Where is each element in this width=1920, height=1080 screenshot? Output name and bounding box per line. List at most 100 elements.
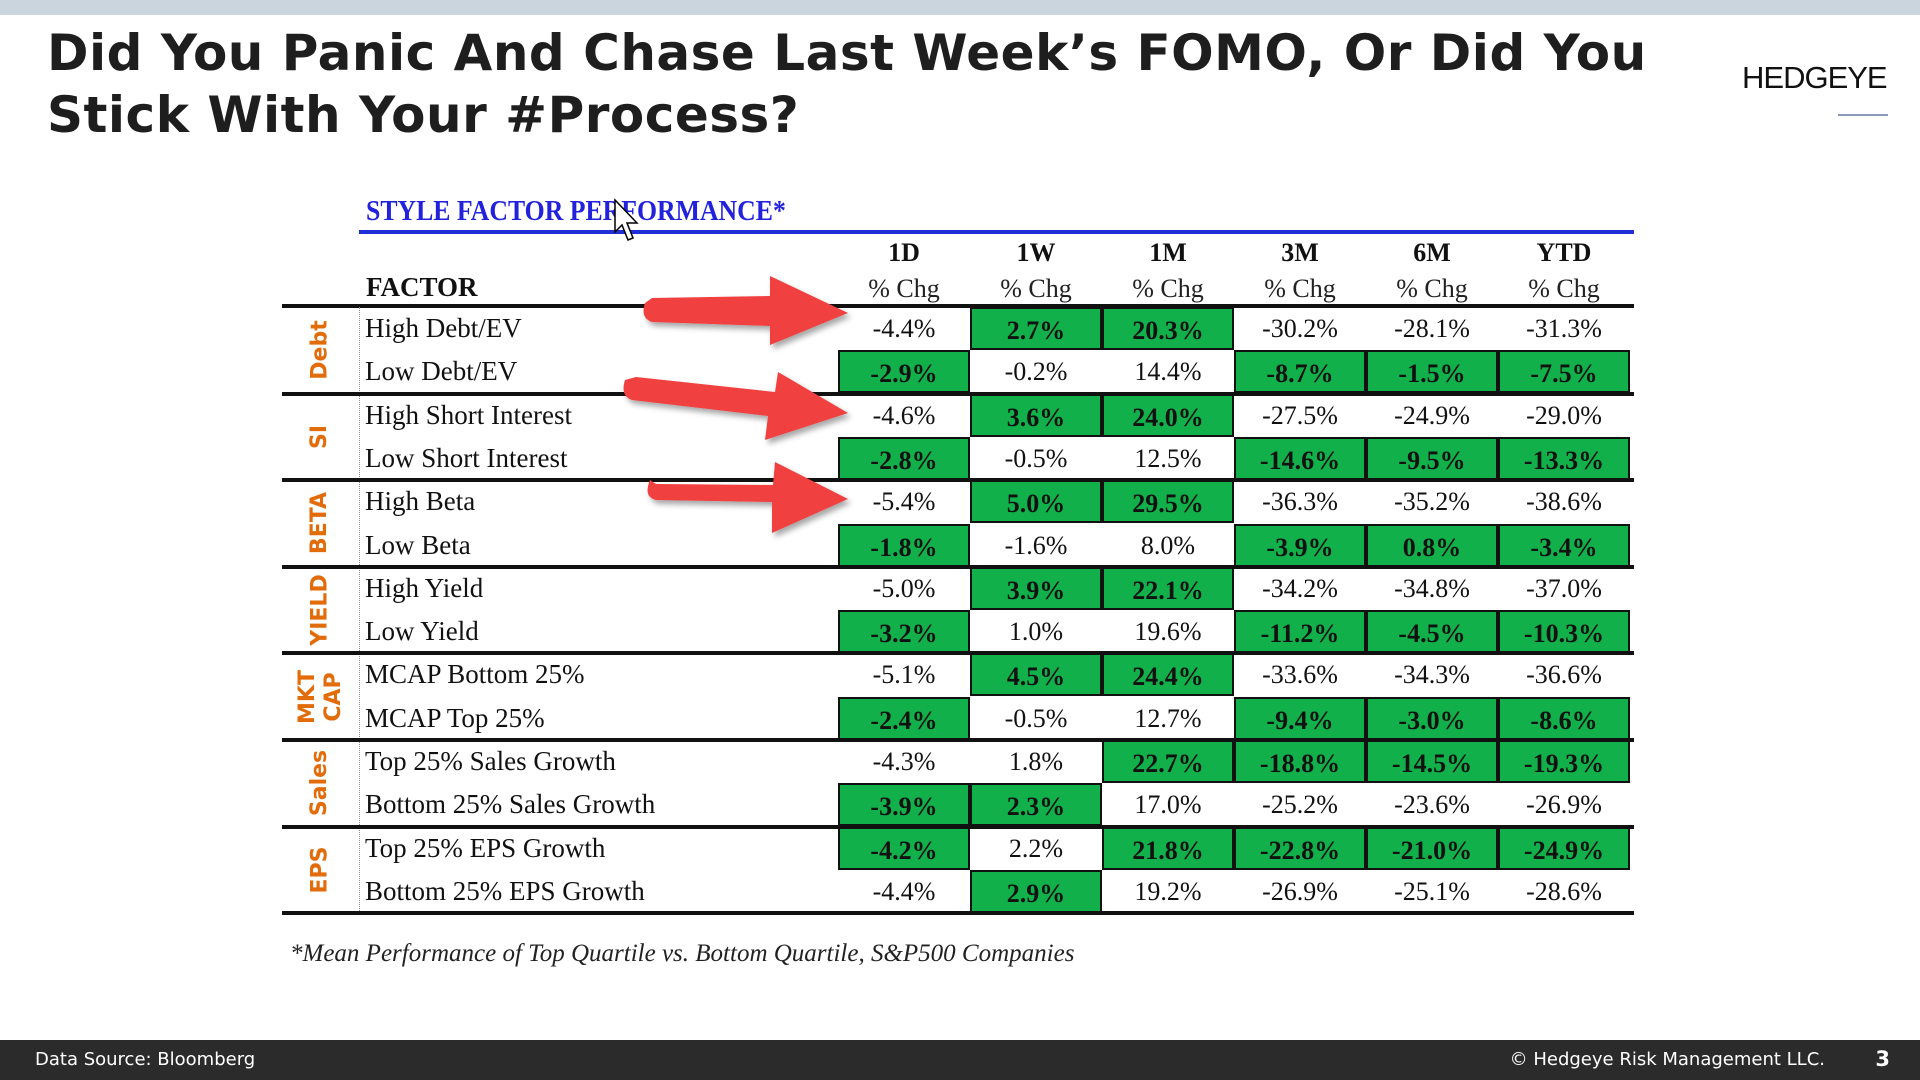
column-header-6m: 6M (1413, 238, 1451, 267)
value-cell: -8.7% (1234, 350, 1366, 394)
header-rule (282, 304, 1634, 308)
value-cell: -27.5% (1262, 400, 1338, 430)
group-label-text: EPS (307, 846, 333, 894)
value-cell: -37.0% (1526, 573, 1602, 603)
footer-bar: Data Source: Bloomberg © Hedgeye Risk Ma… (0, 1040, 1920, 1080)
value-cell: -5.1% (872, 660, 936, 690)
table-row: Top 25% Sales Growth -4.3% 1.8% 22.7% -18.8%… (359, 740, 1634, 783)
value-cell: -5.0% (872, 573, 936, 603)
value-cell: 21.8% (1102, 826, 1234, 870)
value-cell: 24.0% (1102, 393, 1234, 437)
value-cell: -25.2% (1262, 790, 1338, 820)
data-source: Data Source: Bloomberg (35, 1049, 256, 1070)
value-cell: -3.4% (1498, 523, 1630, 567)
group-label: YIELD (282, 567, 359, 654)
value-cell: -22.8% (1234, 826, 1366, 870)
group-label: SI (282, 394, 359, 481)
value-cell: -34.8% (1394, 573, 1470, 603)
value-cell: -34.2% (1262, 573, 1338, 603)
copyright: © Hedgeye Risk Management LLC. (1509, 1049, 1825, 1070)
value-cell: -4.5% (1366, 610, 1498, 654)
value-cell: 12.7% (1134, 703, 1202, 733)
value-cell: 3.6% (970, 393, 1102, 437)
group-label-text: Sales (307, 750, 333, 817)
value-cell: -0.5% (1004, 703, 1068, 733)
value-cell: -3.0% (1366, 696, 1498, 740)
value-cell: -1.6% (1004, 530, 1068, 560)
value-cell: 2.3% (970, 783, 1102, 827)
value-cell: 19.2% (1134, 876, 1202, 906)
column-header-3m: 3M (1281, 238, 1319, 267)
value-cell: 17.0% (1134, 790, 1202, 820)
value-cell: 19.6% (1134, 617, 1202, 647)
value-cell: 0.8% (1366, 523, 1498, 567)
value-cell: -30.2% (1262, 314, 1338, 343)
value-cell: -0.5% (1004, 443, 1068, 473)
value-cell: 14.4% (1134, 357, 1202, 387)
label-divider (359, 307, 360, 913)
value-cell: -2.4% (838, 696, 970, 740)
value-cell: -11.2% (1234, 610, 1366, 654)
value-cell: -9.4% (1234, 696, 1366, 740)
value-cell: -26.9% (1262, 876, 1338, 906)
value-cell: -28.1% (1394, 314, 1470, 343)
group-label: EPS (282, 827, 359, 914)
value-cell: 24.4% (1102, 653, 1234, 697)
hedgeye-logo: HEDGEYE (1742, 60, 1888, 95)
value-cell: -29.0% (1526, 400, 1602, 430)
group-label: Sales (282, 740, 359, 827)
group-rule (282, 391, 1634, 396)
value-cell: 1.0% (1008, 617, 1064, 647)
factor-header: FACTOR (366, 272, 478, 302)
value-cell: -13.3% (1498, 436, 1630, 480)
column-header-1d: 1D (888, 238, 920, 267)
column-subheader: % Chg (1132, 274, 1204, 303)
value-cell: -35.2% (1394, 487, 1470, 517)
value-cell: -36.6% (1526, 660, 1602, 690)
value-cell: -9.5% (1366, 436, 1498, 480)
column-subheader: % Chg (1528, 274, 1600, 303)
value-cell: 2.7% (970, 307, 1102, 350)
factor-label: MCAP Bottom 25% (365, 659, 585, 690)
group-label-text: MKT CAP (294, 669, 346, 724)
value-cell: -3.2% (838, 610, 970, 654)
factor-label: High Beta (365, 486, 476, 517)
value-cell: -1.8% (838, 523, 970, 567)
value-cell: -2.9% (838, 350, 970, 394)
page-number: 3 (1875, 1047, 1890, 1071)
column-header-1m: 1M (1149, 238, 1187, 267)
value-cell: -3.9% (838, 783, 970, 827)
value-cell: 4.5% (970, 653, 1102, 697)
group-label-text: BETA (307, 492, 333, 555)
column-subheader: % Chg (1264, 274, 1336, 303)
value-cell: 20.3% (1102, 307, 1234, 350)
value-cell: -34.3% (1394, 660, 1470, 690)
value-cell: 29.5% (1102, 480, 1234, 524)
group-label-text: Debt (307, 320, 333, 381)
factor-label: High Yield (365, 572, 484, 603)
table-row: Low Debt/EV -2.9% -0.2% 14.4% -8.7% -1.5% -7.5… (359, 350, 1634, 394)
group-label: BETA (282, 480, 359, 567)
factor-label: High Short Interest (365, 399, 572, 430)
logo-underline (1838, 114, 1888, 116)
value-cell: -23.6% (1394, 790, 1470, 820)
title-rule (359, 230, 1634, 234)
group-rule (282, 738, 1634, 742)
factor-label: Bottom 25% EPS Growth (365, 875, 645, 906)
value-cell: -31.3% (1526, 314, 1602, 343)
table-row: High Debt/EV -4.4% 2.7% 20.3% -30.2% -28.1% -3… (359, 307, 1634, 350)
table-row: Low Yield -3.2% 1.0% 19.6% -11.2% -4.5% -10.3% (359, 610, 1634, 654)
group-rule (282, 564, 1634, 569)
factor-label: High Debt/EV (365, 313, 522, 343)
value-cell: -5.4% (872, 487, 936, 517)
value-cell: -4.4% (872, 876, 936, 906)
value-cell: -0.2% (1004, 357, 1068, 387)
table-title: STYLE FACTOR PERFORMANCE* (366, 196, 786, 227)
value-cell: -10.3% (1498, 610, 1630, 654)
value-cell: -28.6% (1526, 876, 1602, 906)
table-row: MCAP Bottom 25% -5.1% 4.5% 24.4% -33.6% -34.3… (359, 653, 1634, 697)
group-label: Debt (282, 307, 359, 394)
value-cell: -24.9% (1498, 826, 1630, 870)
value-cell: -36.3% (1262, 487, 1338, 517)
value-cell: -18.8% (1234, 740, 1366, 783)
